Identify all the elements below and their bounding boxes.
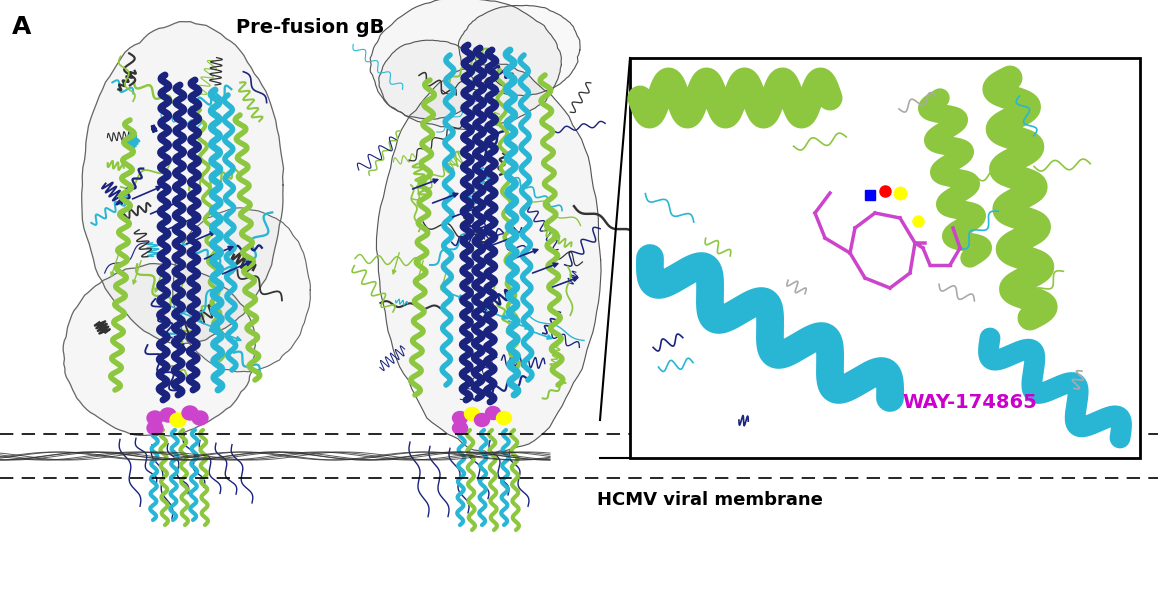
Polygon shape <box>64 263 255 436</box>
Text: WAY-174865: WAY-174865 <box>902 394 1038 413</box>
Text: A: A <box>12 15 31 39</box>
Polygon shape <box>371 0 562 130</box>
Ellipse shape <box>160 408 176 422</box>
Bar <box>630 58 1139 458</box>
Ellipse shape <box>475 413 490 426</box>
Ellipse shape <box>182 406 198 420</box>
Polygon shape <box>82 22 284 345</box>
Ellipse shape <box>453 411 468 424</box>
Ellipse shape <box>453 422 468 435</box>
Ellipse shape <box>485 407 500 420</box>
Ellipse shape <box>170 413 186 427</box>
Polygon shape <box>173 208 310 372</box>
Ellipse shape <box>464 407 479 420</box>
Polygon shape <box>376 63 601 454</box>
Ellipse shape <box>192 411 208 425</box>
Text: HCMV viral membrane: HCMV viral membrane <box>598 491 823 509</box>
Polygon shape <box>379 40 482 119</box>
Polygon shape <box>459 5 580 96</box>
Ellipse shape <box>147 421 163 435</box>
Ellipse shape <box>147 411 163 425</box>
Ellipse shape <box>497 411 512 424</box>
Text: Pre-fusion gB: Pre-fusion gB <box>236 18 384 37</box>
